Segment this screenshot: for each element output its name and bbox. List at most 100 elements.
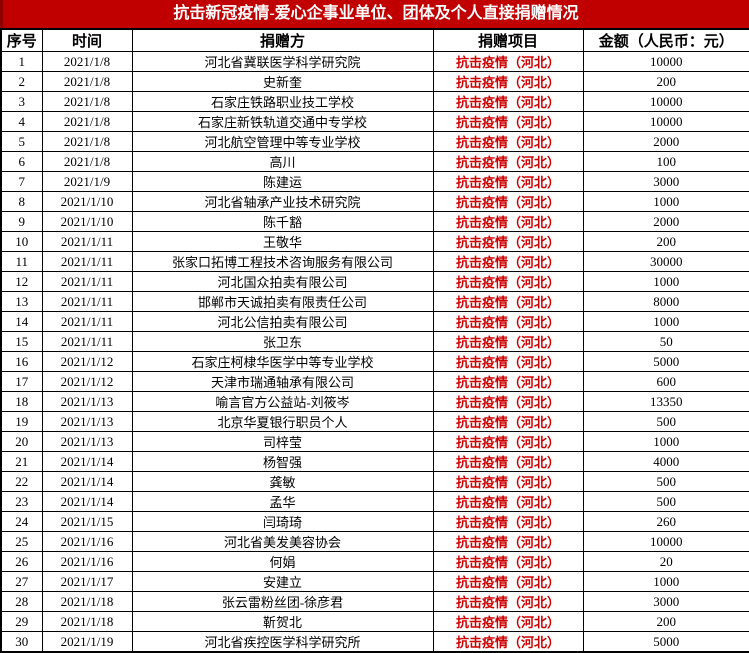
cell-amount: 500	[582, 411, 749, 432]
cell-date: 2021/1/14	[41, 451, 133, 472]
cell-project: 抗击疫情（河北）	[432, 471, 584, 492]
header-serial: 序号	[0, 28, 43, 52]
cell-amount: 2000	[582, 211, 749, 232]
cell-amount: 1000	[582, 431, 749, 452]
cell-amount: 10000	[582, 51, 749, 72]
cell-donor: 陈建运	[131, 171, 434, 192]
table-row: 29 2021/1/18 靳贺北 抗击疫情（河北） 200	[0, 611, 749, 632]
cell-serial: 17	[0, 371, 43, 392]
cell-serial: 16	[0, 351, 43, 372]
table-row: 6 2021/1/8 高川 抗击疫情（河北） 100	[0, 151, 749, 172]
cell-date: 2021/1/10	[41, 211, 133, 232]
table-row: 3 2021/1/8 石家庄铁路职业技工学校 抗击疫情（河北） 10000	[0, 91, 749, 112]
table-row: 24 2021/1/15 闫琦琦 抗击疫情（河北） 260	[0, 511, 749, 532]
cell-amount: 1000	[582, 311, 749, 332]
cell-serial: 22	[0, 471, 43, 492]
cell-date: 2021/1/11	[41, 231, 133, 252]
cell-date: 2021/1/18	[41, 611, 133, 632]
cell-serial: 29	[0, 611, 43, 632]
table-row: 26 2021/1/16 何娟 抗击疫情（河北） 20	[0, 551, 749, 572]
cell-serial: 5	[0, 131, 43, 152]
cell-serial: 11	[0, 251, 43, 272]
cell-serial: 12	[0, 271, 43, 292]
cell-donor: 河北航空管理中等专业学校	[131, 131, 434, 152]
cell-project: 抗击疫情（河北）	[432, 591, 584, 612]
cell-donor: 张卫东	[131, 331, 434, 352]
cell-amount: 3000	[582, 171, 749, 192]
cell-project: 抗击疫情（河北）	[432, 151, 584, 172]
cell-date: 2021/1/14	[41, 491, 133, 512]
cell-project: 抗击疫情（河北）	[432, 131, 584, 152]
cell-serial: 2	[0, 71, 43, 92]
table-row: 25 2021/1/16 河北省美发美容协会 抗击疫情（河北） 10000	[0, 531, 749, 552]
cell-date: 2021/1/9	[41, 171, 133, 192]
cell-amount: 5000	[582, 351, 749, 372]
table-row: 13 2021/1/11 邯郸市天诚拍卖有限责任公司 抗击疫情（河北） 8000	[0, 291, 749, 312]
cell-serial: 19	[0, 411, 43, 432]
cell-project: 抗击疫情（河北）	[432, 71, 584, 92]
cell-date: 2021/1/13	[41, 391, 133, 412]
table-row: 17 2021/1/12 天津市瑞通轴承有限公司 抗击疫情（河北） 600	[0, 371, 749, 392]
cell-project: 抗击疫情（河北）	[432, 371, 584, 392]
cell-amount: 30000	[582, 251, 749, 272]
cell-serial: 3	[0, 91, 43, 112]
cell-date: 2021/1/19	[41, 631, 133, 653]
cell-project: 抗击疫情（河北）	[432, 351, 584, 372]
cell-project: 抗击疫情（河北）	[432, 211, 584, 232]
cell-project: 抗击疫情（河北）	[432, 631, 584, 653]
header-date: 时间	[41, 28, 133, 52]
cell-project: 抗击疫情（河北）	[432, 411, 584, 432]
cell-project: 抗击疫情（河北）	[432, 171, 584, 192]
table-row: 11 2021/1/11 张家口拓博工程技术咨询服务有限公司 抗击疫情（河北） 3000…	[0, 251, 749, 272]
cell-date: 2021/1/10	[41, 191, 133, 212]
cell-serial: 7	[0, 171, 43, 192]
cell-date: 2021/1/8	[41, 51, 133, 72]
cell-serial: 4	[0, 111, 43, 132]
cell-project: 抗击疫情（河北）	[432, 51, 584, 72]
cell-donor: 王敬华	[131, 231, 434, 252]
cell-donor: 河北国众拍卖有限公司	[131, 271, 434, 292]
header-row: 序号 时间 捐赠方 捐赠项目 金额（人民币：元）	[0, 28, 749, 52]
cell-donor: 安建立	[131, 571, 434, 592]
cell-donor: 靳贺北	[131, 611, 434, 632]
table-row: 10 2021/1/11 王敬华 抗击疫情（河北） 200	[0, 231, 749, 252]
table-row: 4 2021/1/8 石家庄新铁轨道交通中专学校 抗击疫情（河北） 10000	[0, 111, 749, 132]
cell-date: 2021/1/16	[41, 531, 133, 552]
table-row: 12 2021/1/11 河北国众拍卖有限公司 抗击疫情（河北） 1000	[0, 271, 749, 292]
cell-project: 抗击疫情（河北）	[432, 611, 584, 632]
cell-serial: 21	[0, 451, 43, 472]
cell-date: 2021/1/11	[41, 291, 133, 312]
cell-serial: 8	[0, 191, 43, 212]
table-row: 9 2021/1/10 陈千豁 抗击疫情（河北） 2000	[0, 211, 749, 232]
table-row: 15 2021/1/11 张卫东 抗击疫情（河北） 50	[0, 331, 749, 352]
cell-amount: 10000	[582, 531, 749, 552]
cell-serial: 9	[0, 211, 43, 232]
cell-donor: 高川	[131, 151, 434, 172]
cell-serial: 1	[0, 51, 43, 72]
table-row: 1 2021/1/8 河北省冀联医学科学研究院 抗击疫情（河北） 10000	[0, 51, 749, 72]
cell-donor: 石家庄柯棣华医学中等专业学校	[131, 351, 434, 372]
cell-serial: 14	[0, 311, 43, 332]
cell-amount: 500	[582, 471, 749, 492]
header-donor: 捐赠方	[131, 28, 434, 52]
cell-date: 2021/1/13	[41, 431, 133, 452]
header-project: 捐赠项目	[432, 28, 584, 52]
table-row: 19 2021/1/13 北京华夏银行职员个人 抗击疫情（河北） 500	[0, 411, 749, 432]
table-row: 23 2021/1/14 孟华 抗击疫情（河北） 500	[0, 491, 749, 512]
cell-date: 2021/1/8	[41, 131, 133, 152]
cell-amount: 260	[582, 511, 749, 532]
sheet-title: 抗击新冠疫情-爱心企事业单位、团体及个人直接捐赠情况	[0, 0, 749, 28]
cell-donor: 河北公信拍卖有限公司	[131, 311, 434, 332]
cell-serial: 10	[0, 231, 43, 252]
cell-amount: 1000	[582, 571, 749, 592]
cell-donor: 张云雷粉丝团-徐彦君	[131, 591, 434, 612]
cell-project: 抗击疫情（河北）	[432, 271, 584, 292]
cell-date: 2021/1/11	[41, 311, 133, 332]
cell-donor: 喻言官方公益站-刘筱岑	[131, 391, 434, 412]
cell-project: 抗击疫情（河北）	[432, 111, 584, 132]
table-row: 28 2021/1/18 张云雷粉丝团-徐彦君 抗击疫情（河北） 3000	[0, 591, 749, 612]
cell-date: 2021/1/11	[41, 271, 133, 292]
cell-project: 抗击疫情（河北）	[432, 431, 584, 452]
cell-serial: 28	[0, 591, 43, 612]
